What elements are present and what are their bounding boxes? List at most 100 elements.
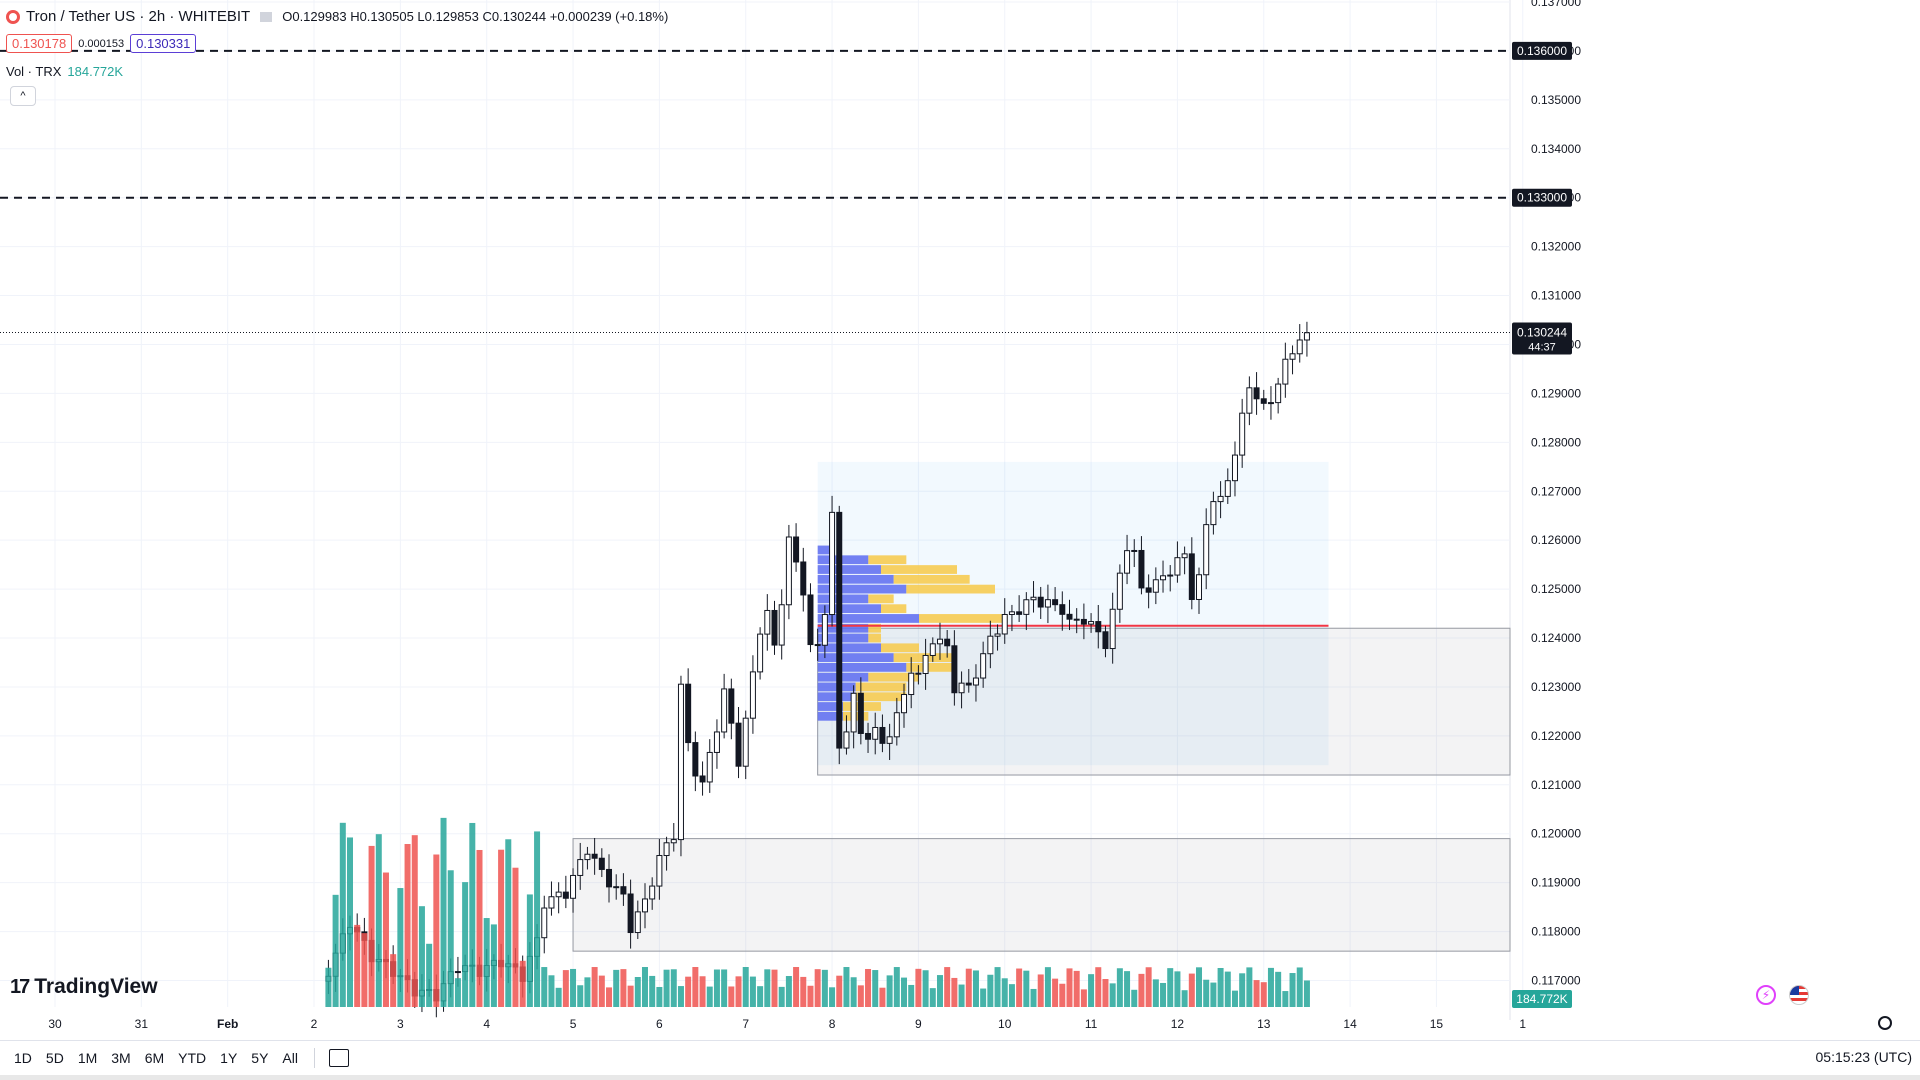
volume-profile-buy-bar [817,653,894,662]
timeframe-1y[interactable]: 1Y [220,1050,238,1066]
volume-profile-sell-bar [868,594,894,604]
volume-bar [426,943,433,1007]
volume-bar [404,844,411,1007]
ohlc-low: 0.129853 [424,9,479,24]
us-flag-icon[interactable] [1789,985,1809,1005]
candle-body [627,893,634,934]
volume-profile-sell-bar [906,584,996,594]
candle-body [1210,501,1217,526]
candle-body [1282,358,1289,385]
tradingview-logo-icon: 17 [10,975,30,998]
candle-body [1167,574,1174,577]
volume-bar [1174,971,1181,1007]
price-chart[interactable]: 0.117000 0.118000 0.119000 0.120000 0.121000… [0,0,1920,1040]
utc-clock[interactable]: 05:15:23 (UTC) [1815,1049,1912,1065]
volume-bar [1253,980,1260,1007]
volume-profile-buy-bar [817,711,844,721]
volume-profile-sell-bar [906,662,958,672]
candle-body [1052,599,1059,606]
x-tick-label: 9 [915,1017,922,1031]
timeframe-1d[interactable]: 1D [14,1050,32,1066]
volume-bar [418,906,425,1007]
volume-bar [1210,982,1217,1007]
candle-body [793,536,800,563]
candle-body [641,898,648,913]
x-tick-label: 30 [48,1017,62,1031]
level-label-bg [1512,41,1572,60]
volume-bar [1080,989,1087,1007]
candle-body [922,654,929,675]
candle-body [936,638,943,645]
volume-bar [555,987,562,1007]
volume-bar [1145,967,1152,1007]
candle-body [1030,596,1037,601]
candle-body [1174,557,1181,576]
volume-bar [483,918,490,1007]
tradingview-logo[interactable]: 17 TradingView [10,975,158,999]
volume-bar [994,967,1001,1007]
sell-price-button[interactable]: 0.130178 [6,34,73,53]
candle-body [1217,495,1224,503]
candle-body [994,633,1001,637]
timeframe-5y[interactable]: 5Y [251,1050,269,1066]
calendar-range-icon[interactable] [328,1049,349,1067]
candle-body [591,853,598,859]
y-tick-label: 0.135000 [1531,93,1581,107]
candle-body [706,751,713,783]
candle-body [829,511,836,616]
volume-bar [663,969,670,1007]
collapse-legend-button[interactable]: ^ [10,86,36,106]
volume-bar [721,969,728,1007]
volume-bar [850,977,857,1007]
volume-bar [1095,967,1102,1007]
timeframe-ytd[interactable]: YTD [178,1050,207,1066]
y-tick-label: 0.123000 [1531,680,1581,694]
volume-bar [1224,971,1231,1007]
candle-body [1145,587,1152,593]
volume-bar [649,975,656,1007]
timeframe-5d[interactable]: 5D [45,1050,64,1066]
volume-bar [1030,988,1037,1007]
x-tick-label: 8 [829,1017,836,1031]
candle-body [1016,611,1023,615]
timeframe-3m[interactable]: 3M [111,1050,131,1066]
candle-body [1196,574,1203,600]
volume-bar [865,968,872,1007]
volume-bar [332,894,339,1007]
candle-body [1160,575,1167,581]
volume-bar [411,835,418,1007]
gear-icon[interactable] [1878,1016,1892,1030]
buy-price-button[interactable]: 0.130331 [130,34,197,53]
support-zone [572,838,1511,952]
volume-profile-buy-bar [817,662,907,672]
last-price-label-bg [1512,322,1572,355]
candle-body [1116,572,1123,610]
timeframe-all[interactable]: All [282,1050,298,1066]
candle-body [663,842,670,857]
volume-bar [519,960,526,1007]
flash-icon[interactable]: ⚡ [1756,985,1776,1005]
timeframe-6m[interactable]: 6M [144,1050,165,1066]
candle-body [1080,618,1087,625]
candle-body [1059,604,1066,615]
symbol-title[interactable]: Tron / Tether US · 2h · WHITEBIT [26,8,251,25]
volume-profile-buy-bar [817,555,869,565]
logo-text: TradingView [34,975,158,998]
volume-bar [469,822,476,1007]
volume-bar [490,924,497,1007]
candle-body [944,638,951,647]
volume-bar [368,845,375,1007]
volume-bar [1088,974,1095,1007]
candle-body [980,653,987,679]
candle-body [1239,412,1246,456]
volume-bar [656,986,663,1007]
volume-label[interactable]: Vol · TRX [6,64,62,79]
spread-value: 0.000153 [78,37,125,50]
x-tick-label: 1 [1519,1017,1526,1031]
candles-layer [325,321,1310,1018]
candle-body [1246,387,1253,414]
timeframe-1m[interactable]: 1M [77,1050,98,1066]
candle-body [555,891,562,898]
volume-axis-label: 184.772K [1516,992,1567,1006]
y-tick-label: 0.124000 [1531,631,1581,645]
